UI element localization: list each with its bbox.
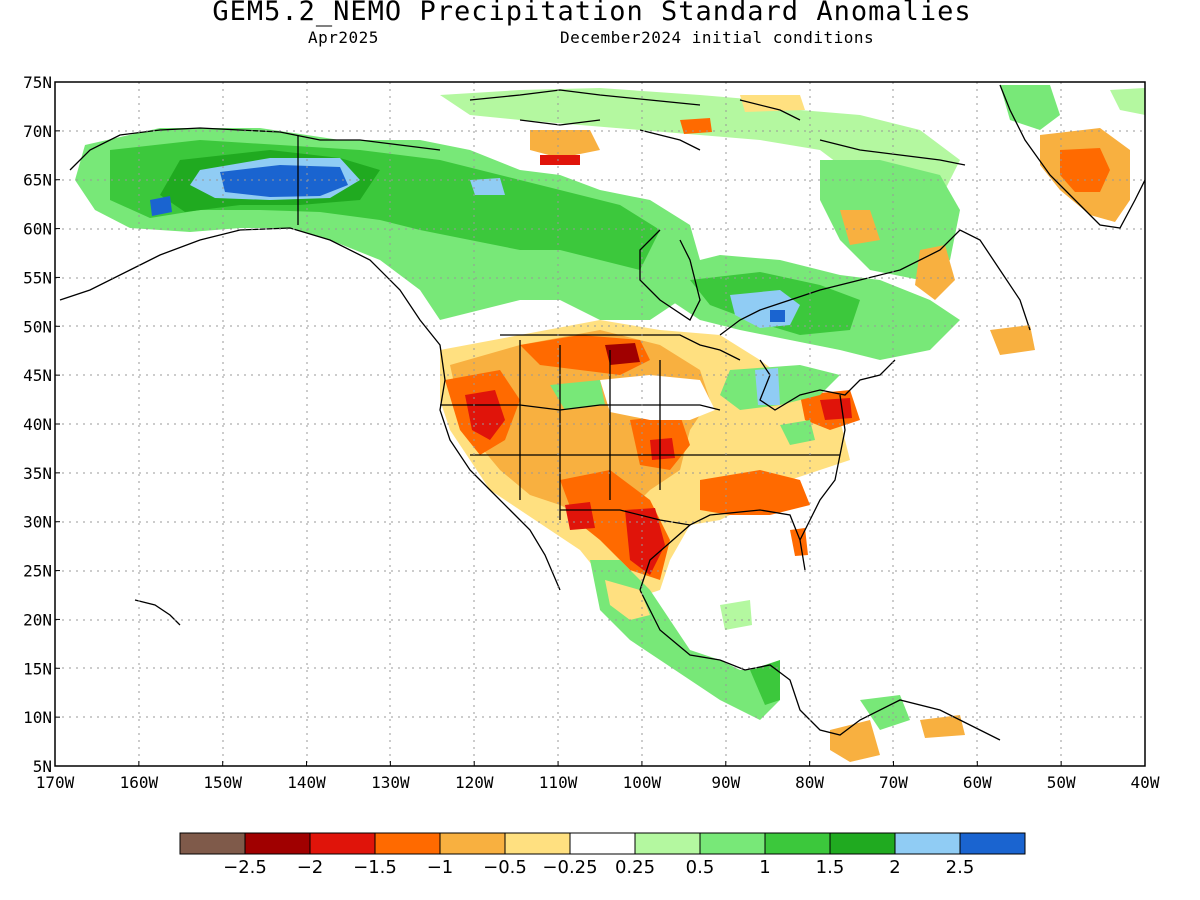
x-tick-label: 70W bbox=[879, 773, 908, 792]
colorbar-label: 1 bbox=[759, 857, 770, 878]
region-central-green bbox=[750, 660, 780, 705]
coastlines bbox=[59, 84, 1145, 741]
colorbar-swatch bbox=[244, 832, 311, 855]
colorbar-label: 0.25 bbox=[615, 857, 655, 878]
region-greenland-green2 bbox=[1110, 88, 1145, 115]
x-tick-label: 100W bbox=[623, 773, 662, 792]
region-white-center bbox=[600, 375, 715, 420]
colorbar-labels: −2.5 −2 −1.5 −1 −0.5 −0.25 0.25 0.5 1 1.5 2 2.5 bbox=[223, 857, 974, 878]
region-greatlakes-blue bbox=[755, 368, 780, 405]
x-tick-label: 90W bbox=[711, 773, 740, 792]
y-tick-label: 75N bbox=[23, 73, 52, 92]
y-tick-label: 65N bbox=[23, 171, 52, 190]
y-tick-label: 45N bbox=[23, 366, 52, 385]
region-labrador-orange2 bbox=[840, 210, 880, 245]
x-tick-label: 40W bbox=[1131, 773, 1160, 792]
colorbar-label: 0.5 bbox=[686, 857, 715, 878]
region-arctic-dry2 bbox=[680, 118, 712, 134]
region-dakota-darkred bbox=[605, 343, 640, 365]
region-arctic-orange bbox=[530, 130, 600, 158]
colorbar-label: −2.5 bbox=[223, 857, 267, 878]
colorbar-label: −2 bbox=[297, 857, 324, 878]
colorbar-swatch bbox=[634, 832, 701, 855]
x-tick-label: 60W bbox=[963, 773, 992, 792]
region-venezuela-orange bbox=[920, 715, 965, 738]
region-greenland-darkorange bbox=[1060, 148, 1110, 192]
region-nunavut-lightblue bbox=[470, 178, 505, 195]
colorbar-swatch bbox=[179, 832, 246, 855]
region-colombia-green bbox=[860, 695, 910, 730]
region-arctic-red bbox=[540, 155, 580, 165]
y-tick-label: 55N bbox=[23, 268, 52, 287]
x-tick-label: 170W bbox=[36, 773, 75, 792]
region-arctic-yellow bbox=[740, 95, 805, 112]
region-arctic-green bbox=[440, 88, 960, 210]
y-tick-label: 30N bbox=[23, 513, 52, 532]
y-tick-label: 10N bbox=[23, 708, 52, 727]
region-newfoundland-orange bbox=[990, 325, 1035, 355]
region-kansas-red bbox=[650, 438, 675, 460]
region-mexico-yellow bbox=[605, 580, 650, 620]
colorbar-swatch bbox=[439, 832, 506, 855]
colorbar-label: 2.5 bbox=[946, 857, 975, 878]
y-tick-label: 60N bbox=[23, 220, 52, 239]
colorbar-swatch bbox=[894, 832, 961, 855]
y-tick-label: 70N bbox=[23, 122, 52, 141]
x-tick-label: 140W bbox=[287, 773, 326, 792]
y-tick-label: 35N bbox=[23, 464, 52, 483]
region-westtexas-red bbox=[565, 502, 595, 530]
y-axis-ticks: 5N 10N 15N 20N 25N 30N 35N 40N 45N 50N 55N 60N 65N 70… bbox=[23, 73, 60, 776]
region-labrador-orange bbox=[915, 245, 955, 300]
colorbar-label: 2 bbox=[889, 857, 900, 878]
x-tick-label: 50W bbox=[1047, 773, 1076, 792]
x-axis-ticks: 170W 160W 150W 140W 130W 120W 110W 100W 90W 80W 70… bbox=[36, 761, 1160, 792]
region-colorado-green bbox=[550, 380, 605, 410]
region-texas-red bbox=[625, 508, 665, 575]
colorbar-swatch bbox=[764, 832, 831, 855]
y-tick-label: 50N bbox=[23, 317, 52, 336]
colorbar bbox=[179, 832, 1026, 855]
map-title: GEM5.2_NEMO Precipitation Standard Anoma… bbox=[212, 0, 972, 27]
x-tick-label: 80W bbox=[795, 773, 824, 792]
region-ohio-green bbox=[780, 420, 815, 445]
x-tick-label: 120W bbox=[455, 773, 494, 792]
valid-month-label: Apr2025 bbox=[308, 28, 379, 47]
colorbar-label: −1 bbox=[427, 857, 454, 878]
colorbar-swatch bbox=[569, 832, 636, 855]
region-quebec-blue2 bbox=[770, 310, 785, 322]
region-midatlantic-red bbox=[820, 398, 852, 420]
region-greatbasin-red bbox=[465, 390, 505, 440]
grid-lines bbox=[55, 82, 1145, 766]
colorbar-swatch bbox=[959, 832, 1026, 855]
region-yucatan-green bbox=[720, 600, 752, 630]
colorbar-swatch bbox=[309, 832, 376, 855]
region-colombia-orange bbox=[830, 720, 880, 762]
region-florida-orange bbox=[790, 528, 808, 556]
region-alaska-west-blue bbox=[150, 196, 172, 216]
x-tick-label: 130W bbox=[371, 773, 410, 792]
colorbar-swatch bbox=[829, 832, 896, 855]
colorbar-label: −1.5 bbox=[353, 857, 397, 878]
colorbar-label: −0.25 bbox=[542, 857, 597, 878]
x-tick-label: 110W bbox=[539, 773, 578, 792]
y-tick-label: 40N bbox=[23, 415, 52, 434]
anomaly-field bbox=[55, 82, 1145, 766]
x-tick-label: 150W bbox=[203, 773, 242, 792]
colorbar-swatch bbox=[504, 832, 571, 855]
y-tick-label: 20N bbox=[23, 610, 52, 629]
colorbar-swatch bbox=[699, 832, 766, 855]
x-tick-label: 160W bbox=[120, 773, 159, 792]
y-tick-label: 15N bbox=[23, 659, 52, 678]
y-tick-label: 25N bbox=[23, 562, 52, 581]
colorbar-label: 1.5 bbox=[816, 857, 845, 878]
region-southeast-orange bbox=[700, 470, 810, 515]
init-conditions-label: December2024 initial conditions bbox=[560, 28, 875, 47]
region-yukon-blue bbox=[220, 165, 348, 197]
colorbar-swatch bbox=[374, 832, 441, 855]
colorbar-label: −0.5 bbox=[483, 857, 527, 878]
y-tick-label: 5N bbox=[33, 757, 52, 776]
